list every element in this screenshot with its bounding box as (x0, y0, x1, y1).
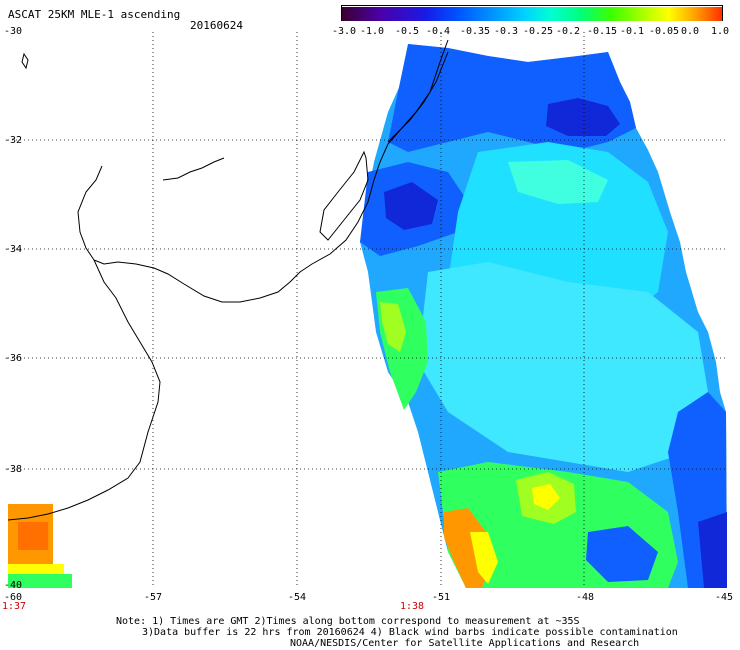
colorbar-label: -0.4 (425, 26, 451, 37)
coastline (8, 39, 449, 521)
note-line-3: NOAA/NESDIS/Center for Satellite Applica… (290, 638, 640, 649)
colorbar-label: -0.35 (459, 26, 491, 37)
lat-label: -32 (4, 135, 23, 146)
lon-label: -57 (144, 592, 163, 603)
swath-aqua-central (508, 160, 608, 204)
time-label-middle: 1:38 (400, 601, 425, 612)
coast-island (21, 52, 29, 70)
colorbar-label: -3.0 (331, 26, 357, 37)
swath-light-band (418, 262, 708, 472)
wind-data-field (8, 44, 727, 588)
coast-plata-north (77, 165, 103, 261)
colorbar-gradient (342, 7, 722, 21)
swath-yellow-south (532, 484, 560, 510)
swath-deep-blue-west (384, 182, 438, 230)
patch-southwest-yellow (8, 564, 64, 574)
colorbar-label: -0.05 (648, 26, 680, 37)
coast-river-delta (162, 157, 225, 181)
lat-label: -40 (4, 580, 23, 591)
note-line-1: Note: 1) Times are GMT 2)Times along bot… (116, 616, 580, 627)
patch-southwest-green (8, 574, 72, 588)
note-line-2: 3)Data buffer is 22 hrs from 20160624 4)… (142, 627, 678, 638)
lon-label: -48 (576, 592, 595, 603)
colorbar-label: -0.2 (555, 26, 581, 37)
lon-label: -45 (715, 592, 734, 603)
lat-label: -38 (4, 464, 23, 475)
swath-blue-south-patch (586, 526, 658, 582)
grid-lines (8, 32, 727, 588)
lat-label: -30 (4, 26, 23, 37)
time-label-left: 1:37 (2, 601, 27, 612)
lon-label: -60 (4, 592, 23, 603)
colorbar-label: 1.0 (710, 26, 730, 37)
lon-label: -54 (288, 592, 307, 603)
colorbar-label: -0.5 (394, 26, 420, 37)
colorbar (341, 5, 723, 21)
map-canvas (8, 32, 727, 588)
swath-yellow-southwest (470, 532, 498, 584)
lon-label: -51 (432, 592, 451, 603)
lat-label: -36 (4, 353, 23, 364)
colorbar-label: -0.25 (522, 26, 554, 37)
map-title: ASCAT 25KM MLE-1 ascending (8, 8, 181, 21)
coast-plata-south (8, 259, 161, 521)
coast-lagoon-mirim (319, 150, 369, 241)
patch-southwest-dark-orange (18, 522, 48, 550)
colorbar-label: 0.0 (680, 26, 700, 37)
colorbar-label: -0.15 (586, 26, 618, 37)
map-date: 20160624 (190, 19, 243, 32)
colorbar-label: -0.1 (619, 26, 645, 37)
coast-lagoon (387, 51, 449, 143)
swath-lime-west (380, 302, 406, 352)
colorbar-label: -1.0 (359, 26, 385, 37)
swath-deepest-blue-spot (546, 98, 620, 136)
swath-deep-blue-east (698, 512, 727, 588)
colorbar-label: -0.3 (493, 26, 519, 37)
lat-label: -34 (4, 244, 23, 255)
